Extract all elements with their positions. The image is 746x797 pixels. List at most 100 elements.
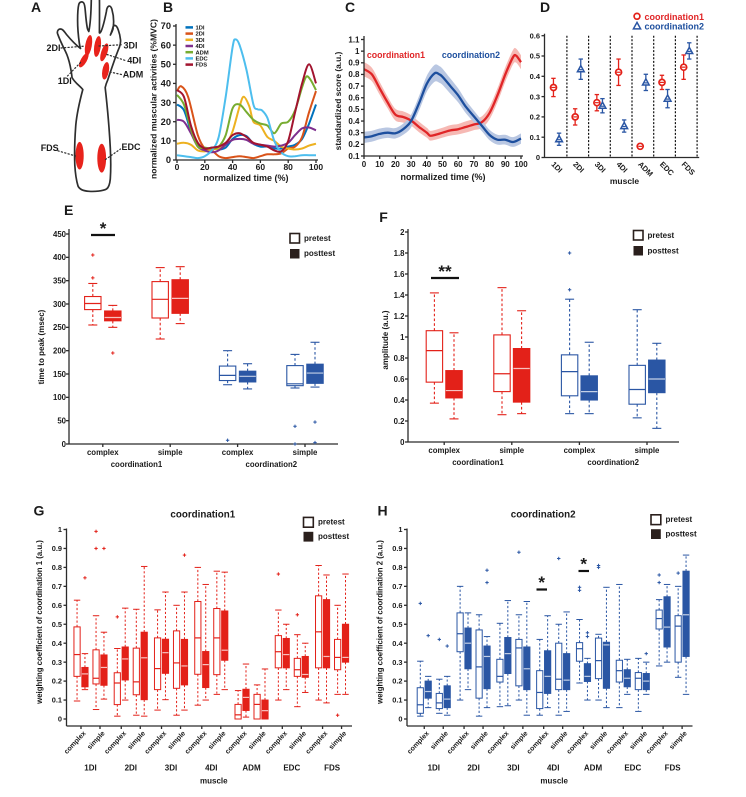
svg-text:0.9: 0.9 — [52, 544, 62, 553]
svg-text:E: E — [64, 202, 73, 218]
svg-text:weighting coefficient of coord: weighting coefficient of coordination 2 … — [376, 540, 385, 705]
svg-text:0.3: 0.3 — [530, 92, 540, 101]
svg-text:60: 60 — [256, 162, 266, 172]
svg-text:simple: simple — [293, 448, 318, 457]
svg-text:4DI: 4DI — [547, 764, 559, 773]
svg-text:0.6: 0.6 — [392, 601, 402, 610]
svg-text:0: 0 — [166, 155, 171, 165]
svg-text:40: 40 — [228, 162, 238, 172]
svg-text:0.1: 0.1 — [52, 696, 62, 705]
svg-text:posttest: posttest — [666, 530, 697, 539]
svg-text:coordination2: coordination2 — [511, 509, 576, 520]
svg-text:0.4: 0.4 — [530, 72, 541, 81]
svg-text:0.2: 0.2 — [392, 677, 402, 686]
svg-text:pretest: pretest — [304, 234, 331, 243]
svg-text:4DI: 4DI — [127, 56, 141, 66]
svg-text:2DI: 2DI — [196, 32, 205, 38]
svg-text:0.5: 0.5 — [52, 620, 62, 629]
svg-text:coordination2: coordination2 — [587, 458, 639, 467]
svg-text:0.2: 0.2 — [348, 140, 360, 149]
svg-text:normalized time (%): normalized time (%) — [400, 172, 485, 182]
svg-text:100: 100 — [309, 162, 323, 172]
svg-text:60: 60 — [161, 40, 171, 50]
svg-text:0: 0 — [62, 440, 67, 449]
svg-text:EDC: EDC — [624, 764, 641, 773]
svg-text:0.9: 0.9 — [392, 544, 402, 553]
svg-text:**: ** — [438, 262, 452, 281]
svg-text:1.4: 1.4 — [394, 291, 406, 300]
svg-text:0.9: 0.9 — [348, 59, 360, 68]
svg-text:H: H — [378, 503, 388, 519]
svg-text:pretest: pretest — [318, 518, 345, 527]
svg-text:30: 30 — [161, 98, 171, 108]
svg-text:1DI: 1DI — [58, 76, 72, 86]
svg-text:0.4: 0.4 — [392, 639, 403, 648]
svg-text:complex: complex — [222, 448, 254, 457]
svg-text:0.5: 0.5 — [392, 620, 402, 629]
svg-text:0.7: 0.7 — [348, 82, 360, 91]
svg-text:ADM: ADM — [123, 70, 144, 80]
svg-text:B: B — [163, 0, 173, 15]
svg-text:0.8: 0.8 — [394, 354, 406, 363]
svg-text:simple: simple — [158, 448, 183, 457]
svg-text:4DI: 4DI — [196, 44, 205, 50]
svg-text:1.1: 1.1 — [348, 35, 360, 44]
svg-text:G: G — [34, 503, 45, 519]
svg-text:0.2: 0.2 — [52, 677, 62, 686]
svg-text:1: 1 — [400, 333, 405, 342]
svg-text:0: 0 — [175, 162, 180, 172]
svg-text:0.7: 0.7 — [392, 582, 402, 591]
svg-text:3DI: 3DI — [196, 38, 205, 44]
svg-text:muscle: muscle — [200, 777, 228, 786]
svg-text:F: F — [379, 209, 388, 225]
svg-text:450: 450 — [53, 230, 67, 239]
svg-text:time to peak (msec): time to peak (msec) — [37, 309, 46, 384]
svg-text:60: 60 — [454, 160, 463, 169]
svg-text:0: 0 — [58, 715, 62, 724]
svg-text:ADM: ADM — [584, 764, 603, 773]
svg-text:0.8: 0.8 — [52, 563, 62, 572]
svg-text:2DI: 2DI — [125, 764, 137, 773]
svg-text:coordination2: coordination2 — [442, 50, 500, 60]
svg-text:80: 80 — [485, 160, 494, 169]
svg-text:0.8: 0.8 — [392, 563, 402, 572]
svg-text:normalized muscular activities: normalized muscular activities (%MVC) — [149, 19, 159, 179]
svg-text:350: 350 — [53, 277, 67, 286]
svg-text:2DI: 2DI — [46, 43, 60, 53]
svg-text:pretest: pretest — [666, 515, 693, 524]
svg-text:40: 40 — [422, 160, 431, 169]
svg-text:FDS: FDS — [665, 764, 682, 773]
svg-text:*: * — [580, 555, 587, 574]
svg-text:1: 1 — [58, 525, 62, 534]
svg-text:0.3: 0.3 — [392, 658, 402, 667]
svg-text:EDC: EDC — [283, 764, 300, 773]
svg-text:250: 250 — [53, 323, 67, 332]
svg-text:50: 50 — [438, 160, 447, 169]
svg-text:20: 20 — [391, 160, 400, 169]
svg-text:0.3: 0.3 — [52, 658, 62, 667]
svg-text:1.6: 1.6 — [394, 270, 406, 279]
svg-text:complex: complex — [428, 446, 460, 455]
svg-text:3DI: 3DI — [507, 764, 519, 773]
svg-text:10: 10 — [375, 160, 384, 169]
svg-text:coordination2: coordination2 — [246, 460, 298, 469]
svg-text:FDS: FDS — [324, 764, 341, 773]
svg-text:0.2: 0.2 — [530, 113, 540, 122]
svg-text:1DI: 1DI — [84, 764, 96, 773]
svg-text:coordination1: coordination1 — [170, 509, 235, 520]
svg-text:1.2: 1.2 — [394, 312, 406, 321]
svg-text:EDC: EDC — [121, 142, 141, 152]
svg-text:*: * — [100, 219, 107, 238]
svg-text:0.6: 0.6 — [530, 31, 540, 40]
svg-text:0.5: 0.5 — [530, 52, 540, 61]
svg-text:A: A — [31, 0, 41, 15]
svg-text:100: 100 — [514, 160, 528, 169]
svg-text:50: 50 — [161, 60, 171, 70]
svg-text:300: 300 — [53, 300, 67, 309]
svg-text:400: 400 — [53, 253, 67, 262]
svg-text:0.1: 0.1 — [392, 696, 402, 705]
svg-text:ADM: ADM — [242, 764, 261, 773]
svg-text:2: 2 — [400, 228, 405, 237]
svg-text:posttest: posttest — [648, 247, 679, 256]
svg-text:0: 0 — [398, 715, 402, 724]
